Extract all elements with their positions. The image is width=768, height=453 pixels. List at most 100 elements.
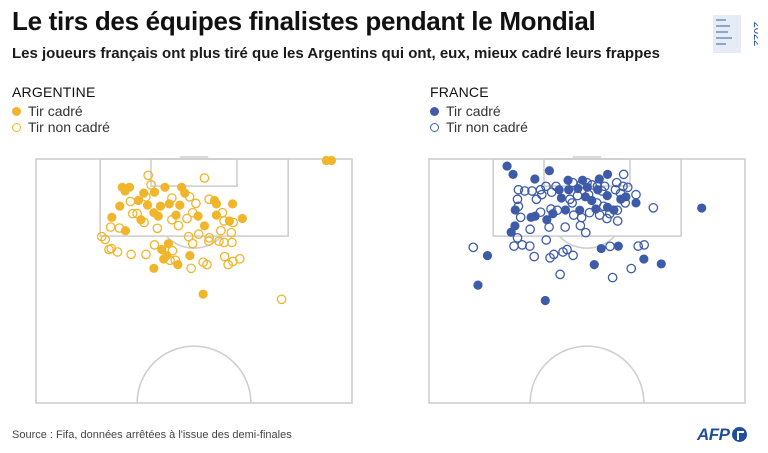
shot-on-target	[473, 280, 483, 290]
shot-off-target	[575, 220, 586, 231]
shot-off-target	[552, 205, 563, 216]
afp-mark-icon	[731, 427, 747, 442]
shot-on-target	[171, 210, 181, 220]
shot-off-target	[202, 259, 212, 270]
shot-off-target	[468, 242, 479, 253]
shot-off-target	[204, 236, 214, 247]
filled-circle-icon	[430, 106, 439, 116]
shot-on-target	[596, 243, 606, 254]
shot-off-target	[622, 182, 633, 193]
shot-off-target	[639, 240, 650, 250]
shot-on-target	[564, 185, 574, 195]
goal-area	[150, 158, 238, 187]
penalty-arc	[558, 235, 616, 249]
france-legend-off-target: Tir non cadré	[430, 119, 528, 135]
shot-off-target	[276, 294, 287, 305]
shot-off-target	[583, 189, 594, 200]
shot-off-target	[193, 229, 204, 240]
shot-off-target	[149, 240, 160, 250]
source-note: Source : Fifa, données arrêtées à l'issu…	[12, 429, 292, 441]
afp-text: AFP	[697, 425, 730, 444]
shot-off-target	[152, 223, 163, 234]
shot-off-target	[633, 241, 644, 251]
shot-off-target	[582, 177, 592, 188]
shot-off-target	[612, 205, 623, 216]
shot-off-target	[170, 255, 181, 266]
shot-off-target	[548, 249, 559, 260]
shot-off-target	[228, 217, 239, 228]
shot-off-target	[141, 249, 151, 260]
shot-on-target	[193, 211, 203, 221]
shot-on-target	[227, 199, 238, 209]
shot-on-target	[563, 175, 573, 185]
shot-off-target	[598, 201, 609, 212]
shot-on-target	[631, 198, 641, 208]
shot-off-target	[100, 234, 111, 245]
shot-on-target	[173, 260, 183, 270]
shot-off-target	[576, 212, 587, 223]
shot-off-target	[567, 198, 577, 208]
shot-off-target	[143, 170, 154, 181]
shot-off-target	[560, 222, 571, 232]
shot-off-target	[513, 184, 524, 195]
shot-on-target	[198, 289, 208, 299]
shot-off-target	[186, 263, 197, 274]
shot-off-target	[112, 247, 123, 257]
shot-off-target	[618, 169, 629, 180]
shot-on-target	[120, 186, 130, 196]
shot-on-target	[149, 187, 160, 197]
shot-on-target	[133, 195, 143, 206]
shot-on-target	[656, 259, 666, 269]
france-legend-on-target: Tir cadré	[430, 103, 528, 119]
shot-on-target	[542, 215, 552, 225]
shot-on-target	[544, 166, 554, 176]
shot-off-target	[615, 188, 626, 199]
shot-off-target	[114, 223, 125, 233]
shot-off-target	[146, 180, 156, 190]
shot-off-target	[214, 236, 224, 247]
legend-label: Tir cadré	[446, 103, 501, 119]
shot-off-target	[626, 263, 637, 274]
argentine-legend: ARGENTINE Tir cadré Tir non cadré	[12, 84, 110, 135]
shot-off-target	[132, 208, 142, 219]
shot-off-target	[127, 208, 138, 219]
shot-on-target	[556, 193, 567, 203]
shot-off-target	[572, 190, 583, 201]
legend-label: Tir non cadré	[28, 119, 110, 135]
shot-on-target	[508, 169, 518, 179]
shot-off-target	[605, 241, 615, 252]
shot-on-target	[697, 203, 707, 213]
world-cup-logo: 2022	[713, 15, 758, 53]
shot-off-target	[167, 245, 178, 256]
argentine-legend-off-target: Tir non cadré	[12, 119, 110, 135]
shot-on-target	[506, 227, 516, 237]
shot-on-target	[155, 201, 166, 211]
shot-off-target	[555, 269, 565, 280]
shot-off-target	[167, 214, 177, 225]
shot-off-target	[524, 241, 535, 251]
shot-off-target	[173, 220, 184, 231]
shot-off-target	[105, 222, 116, 232]
shot-off-target	[544, 222, 554, 232]
hollow-circle-icon	[430, 122, 439, 132]
shot-off-target	[587, 180, 597, 190]
shot-off-target	[512, 232, 523, 243]
shot-off-target	[126, 249, 136, 260]
shot-off-target	[227, 237, 237, 248]
shot-off-target	[139, 217, 149, 228]
shot-on-target	[589, 260, 599, 270]
shot-off-target	[541, 181, 551, 192]
shot-off-target	[584, 207, 595, 218]
shot-off-target	[187, 238, 198, 249]
shot-on-target	[185, 251, 195, 261]
shot-off-target	[568, 210, 579, 220]
shot-off-target	[165, 255, 175, 266]
shot-on-target	[237, 213, 247, 224]
shot-off-target	[513, 201, 524, 212]
shot-off-target	[567, 177, 578, 188]
centre-circle	[529, 345, 645, 404]
shot-on-target	[602, 169, 613, 179]
hollow-circle-icon	[12, 122, 21, 132]
shot-off-target	[568, 250, 578, 261]
